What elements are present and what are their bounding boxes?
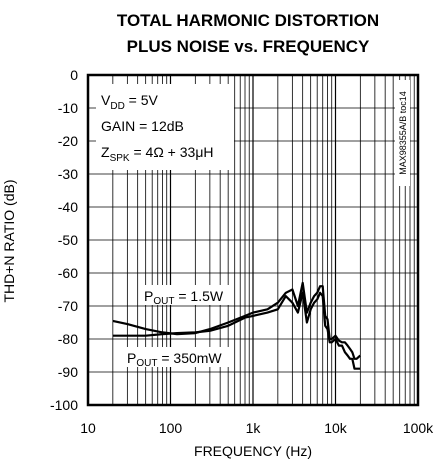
- y-tick-label: -60: [58, 265, 78, 281]
- series-1-line: [112, 281, 362, 360]
- series-layer: [112, 281, 362, 370]
- gain-condition: GAIN = 12dB: [101, 118, 184, 134]
- y-tick-labels: 0 -10 -20 -30 -40 -50 -60 -70 -80 -90 -100: [50, 67, 78, 413]
- y-tick-label: -50: [58, 232, 78, 248]
- x-tick-label: 10k: [324, 420, 348, 436]
- series-1-label: POUT = 1.5W: [144, 288, 224, 307]
- y-tick-label: -100: [50, 397, 78, 413]
- y-tick-label: -20: [58, 133, 78, 149]
- y-tick-label: -10: [58, 100, 78, 116]
- series-2-line: [112, 291, 361, 370]
- series-1-label-bg: [141, 285, 233, 305]
- y-tick-label: 0: [70, 67, 78, 83]
- x-tick-label: 1k: [246, 420, 262, 436]
- vdd-condition: VDD = 5V: [101, 92, 159, 112]
- x-tick-label: 10: [80, 420, 96, 436]
- x-axis-label: FREQUENCY (Hz): [194, 443, 312, 459]
- side-label: MAX98355A/B toc14: [398, 91, 408, 175]
- y-tick-label: -80: [58, 331, 78, 347]
- series-2-label: POUT = 350mW: [127, 350, 222, 369]
- series-2-label-bg: [124, 347, 232, 367]
- chart-title-line-2: PLUS NOISE vs. FREQUENCY: [127, 37, 370, 56]
- zspk-condition: ZSPK = 4Ω + 33μH: [101, 144, 214, 164]
- x-tick-labels: 10 100 1k 10k 100k: [80, 420, 434, 436]
- plot-frame: [86, 73, 420, 407]
- y-tick-label: -70: [58, 298, 78, 314]
- conditions-box-bg: [96, 84, 234, 170]
- y-tick-label: -90: [58, 364, 78, 380]
- y-tick-label: -40: [58, 199, 78, 215]
- x-tick-label: 100k: [403, 420, 434, 436]
- chart-title-line-1: TOTAL HARMONIC DISTORTION: [117, 11, 379, 30]
- y-axis-label: THD+N RATIO (dB): [1, 179, 17, 302]
- y-tick-label: -30: [58, 166, 78, 182]
- side-label-bg: [395, 80, 410, 186]
- x-tick-label: 100: [159, 420, 183, 436]
